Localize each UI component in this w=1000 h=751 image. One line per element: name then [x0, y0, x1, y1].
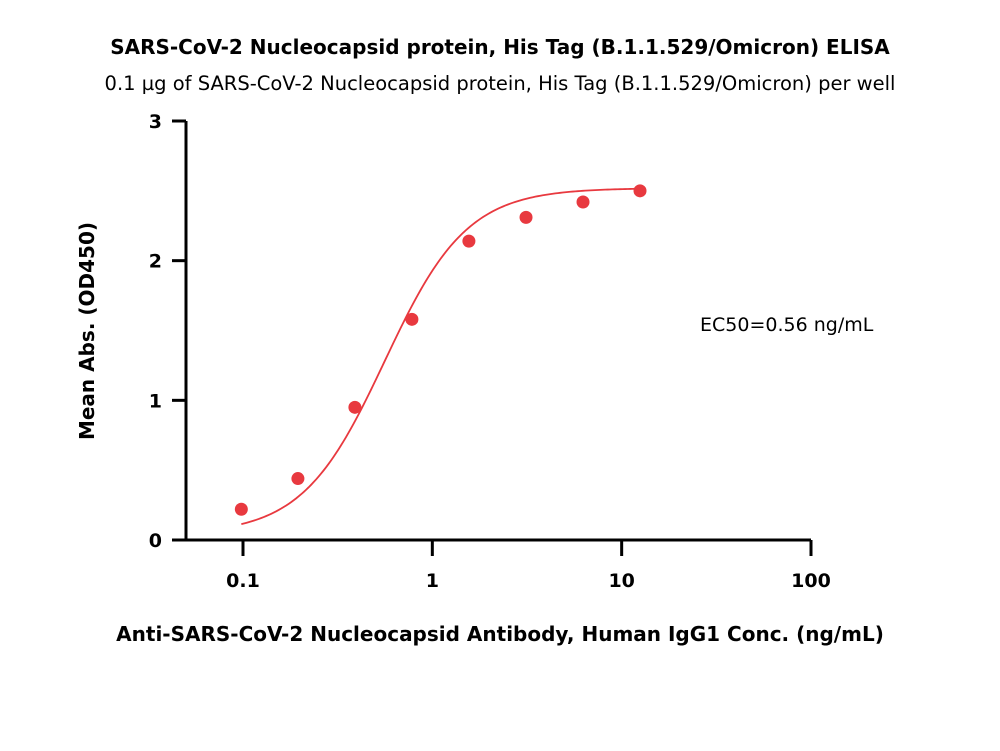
y-tick-label: 0 — [149, 530, 162, 552]
data-point — [234, 502, 248, 516]
y-tick-label: 3 — [149, 111, 162, 133]
y-tick-label: 1 — [149, 390, 162, 412]
data-point — [462, 234, 476, 248]
data-point — [291, 472, 305, 486]
y-axis-label: Mean Abs. (OD450) — [75, 222, 99, 440]
data-point — [576, 195, 590, 209]
x-tick-label: 1 — [426, 570, 439, 592]
data-point — [633, 184, 647, 198]
ec50-annotation: EC50=0.56 ng/mL — [700, 314, 874, 336]
data-point — [348, 400, 362, 414]
x-axis-label: Anti-SARS-CoV-2 Nucleocapsid Antibody, H… — [116, 622, 884, 646]
y-tick-label: 2 — [149, 251, 162, 273]
chart-title: SARS-CoV-2 Nucleocapsid protein, His Tag… — [110, 35, 890, 59]
chart-subtitle: 0.1 µg of SARS-CoV-2 Nucleocapsid protei… — [105, 72, 896, 95]
fit-curve — [241, 187, 641, 525]
x-tick-label: 10 — [608, 570, 634, 592]
data-point — [519, 210, 533, 224]
axes — [184, 121, 811, 542]
x-tick-label: 100 — [791, 570, 831, 592]
x-tick-label: 0.1 — [226, 570, 260, 592]
data-point — [405, 312, 419, 326]
